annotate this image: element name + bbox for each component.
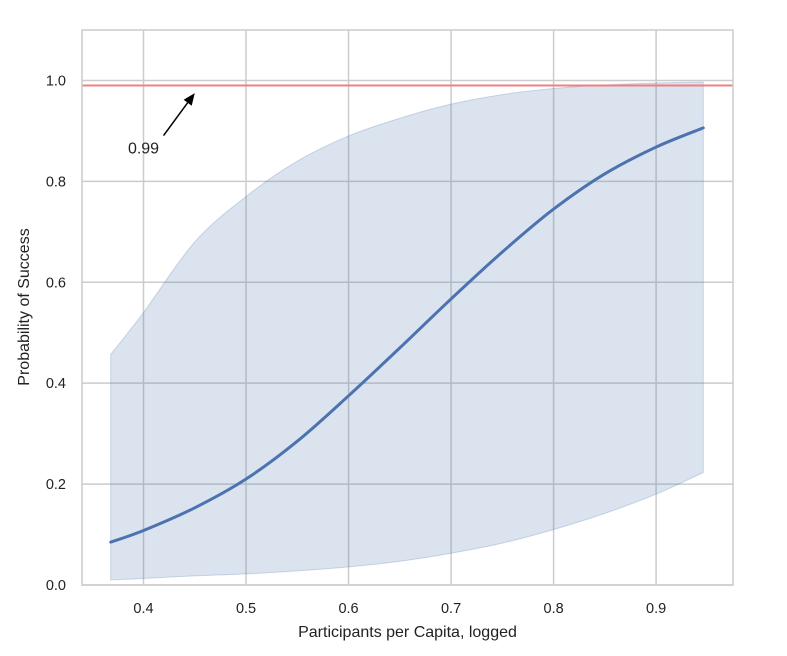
y-tick-label: 0.4 [46, 376, 66, 392]
x-tick-label: 0.4 [133, 601, 153, 617]
x-axis-title: Participants per Capita, logged [298, 624, 517, 641]
x-tick-label: 0.7 [441, 601, 461, 617]
plot-frame [81, 29, 734, 586]
x-tick-label: 0.6 [338, 601, 358, 617]
annotation-arrowhead [183, 93, 195, 106]
y-tick-label: 0.6 [46, 275, 66, 291]
x-tick-label: 0.9 [646, 601, 666, 617]
probability-curve [109, 126, 705, 544]
x-tick-label: 0.5 [236, 601, 256, 617]
annotation-arrow [162, 102, 189, 137]
grid-lines [82, 30, 733, 586]
y-tick-label: 0.8 [46, 174, 66, 190]
x-tick-label: 0.8 [544, 601, 564, 617]
annotation-label: 0.99 [128, 141, 159, 158]
y-tick-label: 0.2 [46, 477, 66, 493]
plot-area [82, 30, 733, 585]
y-tick-label: 1.0 [46, 73, 66, 89]
x-tick-labels: 0.4 0.5 0.6 0.7 0.8 0.9 [133, 601, 666, 617]
y-tick-label: 0.0 [46, 578, 66, 594]
y-tick-labels: 0.0 0.2 0.4 0.6 0.8 1.0 [46, 73, 66, 594]
y-axis-title: Probability of Success [16, 228, 33, 385]
